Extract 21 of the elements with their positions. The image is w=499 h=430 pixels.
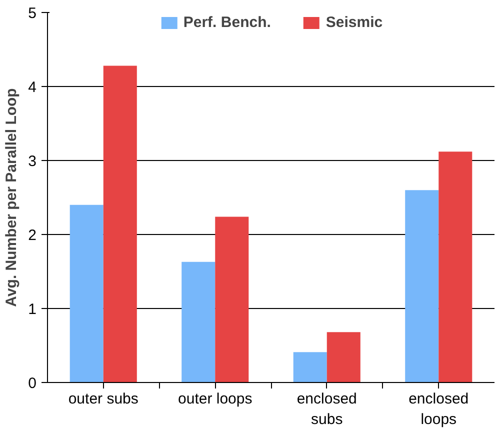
y-axis-title: Avg. Number per Parallel Loop (3, 88, 20, 307)
x-tick-label: enclosed loops (408, 390, 469, 428)
bar (293, 352, 327, 382)
y-tick-label: 3 (28, 153, 36, 170)
bar (103, 66, 137, 382)
bar (438, 152, 472, 382)
bar (70, 204, 104, 382)
bar (405, 190, 439, 382)
x-tick-label: outer loops (178, 390, 252, 408)
x-tick-label: enclosed subs (296, 390, 357, 428)
y-tick-label: 1 (28, 301, 36, 318)
y-tick-label: 2 (28, 227, 36, 244)
bar (326, 332, 360, 382)
y-tick-label: 4 (28, 79, 36, 96)
legend-label: Perf. Bench. (183, 14, 271, 31)
bar (182, 262, 216, 382)
bar (215, 216, 249, 382)
y-tick-label: 5 (28, 5, 36, 22)
legend-label: Seismic (326, 14, 383, 31)
y-tick-label: 0 (28, 375, 36, 392)
x-tick-label: outer subs (68, 390, 138, 408)
